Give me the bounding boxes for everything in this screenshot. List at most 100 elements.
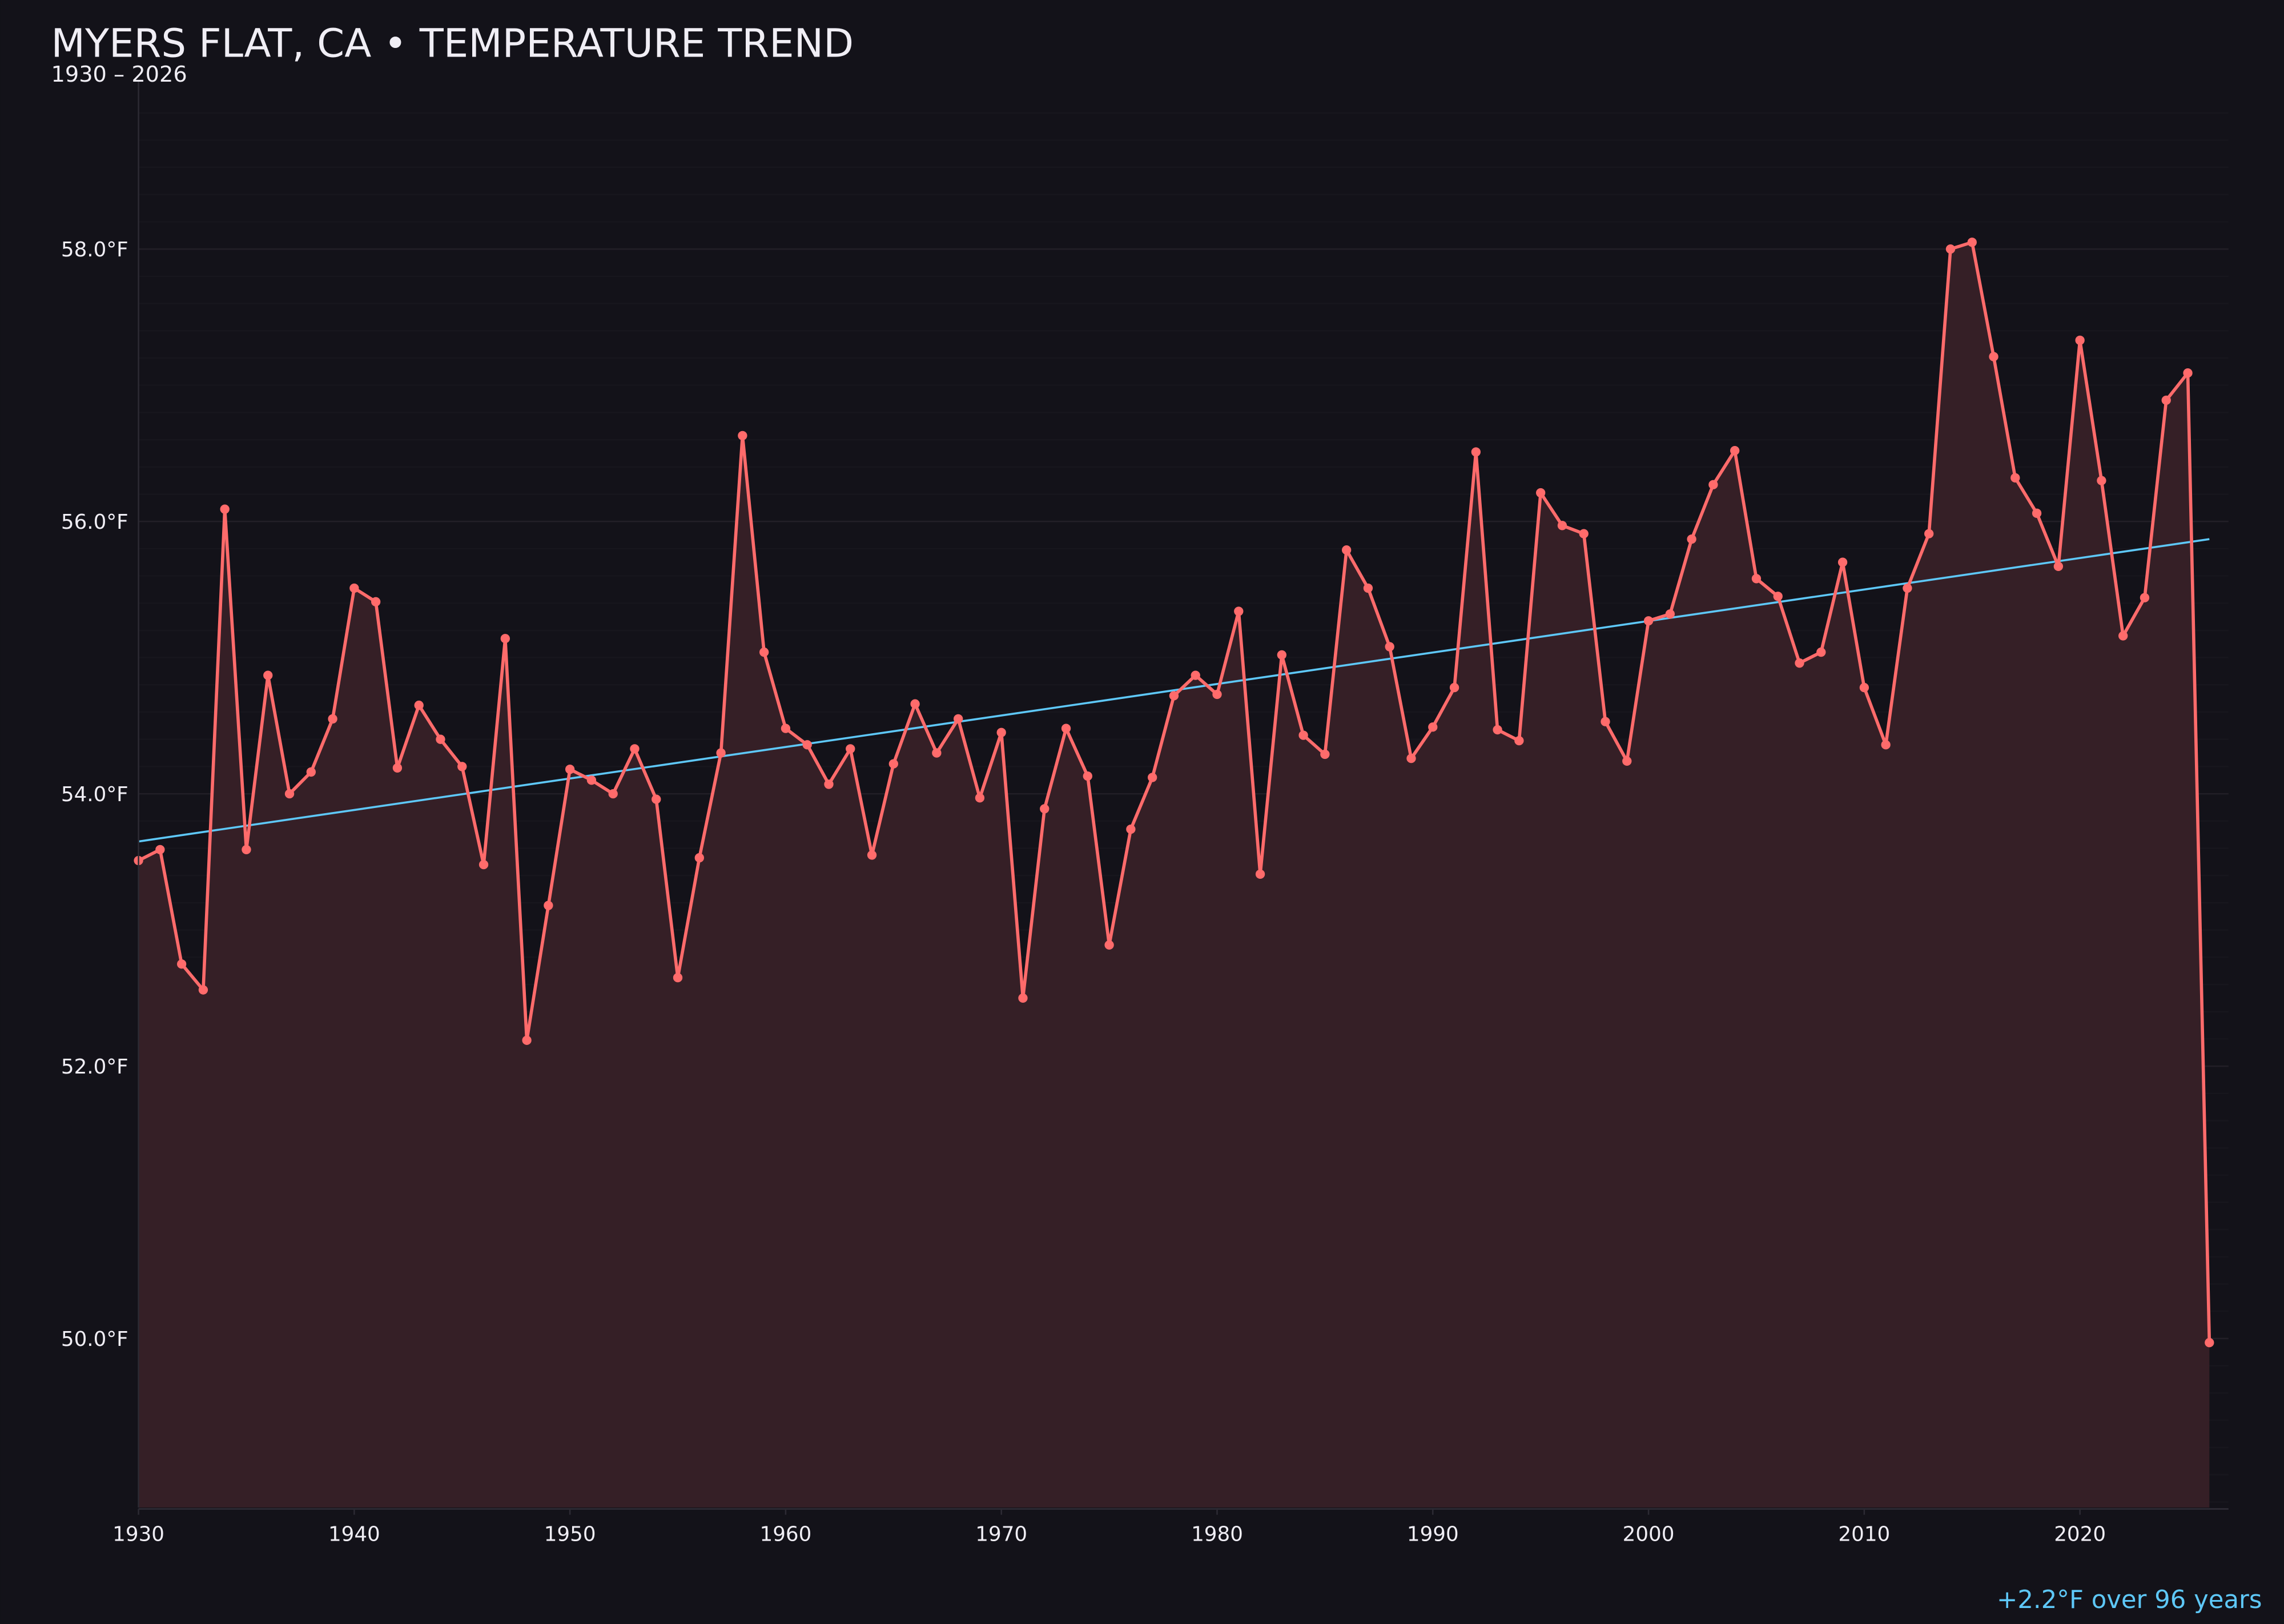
data-point [888,759,898,769]
data-point [910,699,920,709]
x-tick-label: 1990 [1407,1523,1459,1546]
data-point [1687,534,1696,544]
y-tick-label: 50.0°F [61,1328,128,1351]
data-point [522,1035,532,1045]
data-point [371,597,381,607]
data-point [436,734,445,744]
data-point [802,740,812,750]
data-point [2010,473,2020,483]
data-point [1148,773,1157,782]
data-point [996,727,1006,737]
axes: 50.0°F 52.0°F 54.0°F 56.0°F 58.0°F 1930 1940 19… [61,80,2229,1546]
data-point [1449,682,1459,693]
data-point [1557,521,1567,530]
y-tick-label: 58.0°F [61,238,128,262]
data-point [1665,609,1675,619]
x-tick-label: 1930 [112,1523,164,1546]
data-point [284,789,295,799]
data-point [1083,771,1092,781]
y-tick-label: 54.0°F [61,783,128,806]
data-point [1989,352,1998,361]
data-point [198,985,208,995]
data-point [414,700,424,710]
data-point [155,845,165,855]
data-point [652,794,661,804]
chart-title: MYERS FLAT, CA • TEMPERATURE TREND [51,21,854,66]
data-point [1191,670,1200,680]
data-point [565,765,575,774]
data-point [500,634,510,644]
data-point [1924,529,1934,538]
x-tick-label: 1970 [975,1523,1027,1546]
data-point [975,793,985,803]
data-point [1061,723,1071,733]
data-point [759,647,769,657]
data-point [306,767,316,777]
data-point [2097,476,2106,485]
data-point [1385,642,1394,652]
data-point [1945,244,1956,254]
data-point [1730,445,1740,456]
data-point [673,972,683,983]
data-point [1708,480,1718,489]
x-tick-label: 1940 [328,1523,380,1546]
data-point [1040,804,1049,814]
data-point [824,779,834,789]
data-point [2053,561,2064,572]
data-point [630,744,640,754]
data-point [457,762,467,771]
x-tick-label: 2010 [1838,1523,1890,1546]
data-point [1234,606,1244,616]
data-point [2161,395,2171,405]
x-tick-label: 1960 [760,1523,812,1546]
data-point [716,748,726,758]
x-tick-label: 2020 [2054,1523,2106,1546]
chart-subtitle: 1930 – 2026 [51,62,187,87]
data-point [1255,869,1265,879]
data-point [846,744,855,754]
data-point [1320,749,1330,759]
data-point [1536,488,1546,498]
data-point [694,853,704,863]
data-point [608,789,618,799]
data-point [1277,650,1286,660]
data-point [932,748,942,758]
y-tick-label: 56.0°F [61,510,128,534]
data-point [1837,557,1848,567]
data-point [1859,682,1869,693]
data-point [1579,529,1589,538]
data-point [328,714,337,724]
data-point [1773,592,1783,601]
data-point [176,959,187,969]
data-point [1212,689,1222,700]
data-point [1751,574,1762,584]
data-point [738,431,747,441]
data-point [2075,335,2085,345]
area-fill-layer [138,242,2210,1508]
data-point [2140,593,2150,602]
area-fill [138,242,2210,1508]
data-point [867,850,877,860]
trend-annotation: +2.2°F over 96 years [1997,1586,2262,1614]
data-point [1601,717,1610,726]
y-tick-label: 52.0°F [61,1055,128,1079]
data-point [2032,508,2042,518]
data-point [953,714,963,724]
x-tick-label: 1980 [1191,1523,1243,1546]
x-tick-label: 2000 [1623,1523,1675,1546]
trend-line [138,538,2210,843]
data-point [1298,730,1308,740]
data-point [2205,1338,2214,1348]
data-point [1406,753,1416,763]
data-point [1126,824,1136,834]
data-point [1881,740,1891,750]
data-point [392,763,403,773]
data-point [1622,756,1632,766]
data-point [1903,583,1912,593]
data-point [1967,238,1977,247]
data-point [349,583,359,593]
data-point [1514,735,1524,746]
data-point [1816,647,1826,657]
x-tick-label: 1950 [544,1523,596,1546]
